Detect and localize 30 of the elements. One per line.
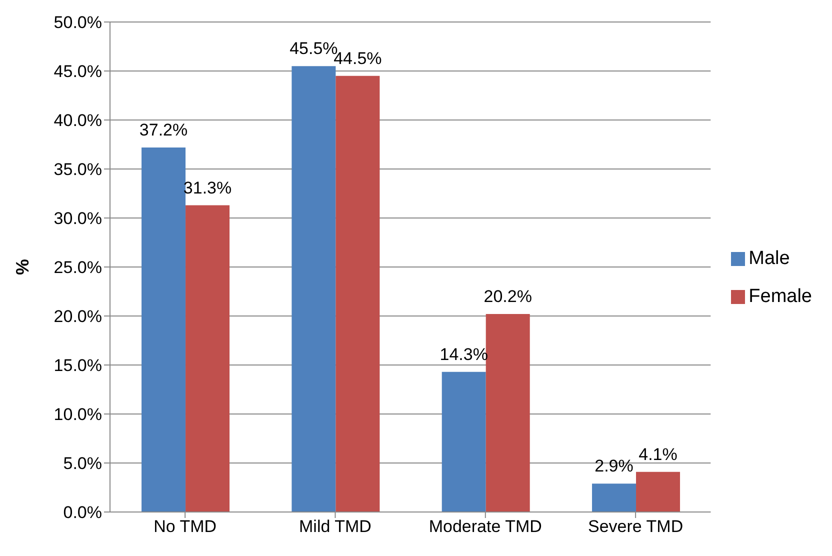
y-tick-label: 15.0% [54,356,102,376]
bar [442,372,486,512]
data-label: 20.2% [484,287,532,306]
y-axis-title: % [12,258,32,276]
x-tick-label: Moderate TMD [428,517,542,536]
y-tick-label: 30.0% [54,209,102,228]
data-label: 2.9% [594,456,634,476]
x-tick-label: Mild TMD [299,517,372,536]
y-tick-label: 40.0% [54,111,102,130]
bar [336,76,380,512]
legend-label: Female [748,286,812,307]
y-tick-label: 5.0% [63,454,102,474]
y-tick-label: 50.0% [54,13,102,32]
bar [636,472,680,512]
bar [592,484,636,512]
bar [486,314,530,512]
y-tick-label: 20.0% [54,307,102,326]
y-tick-label: 0.0% [63,503,102,522]
data-label: 37.2% [139,120,188,140]
y-tick-label: 35.0% [54,160,102,180]
data-label: 4.1% [638,444,678,464]
x-tick-label: No TMD [154,517,217,536]
bar [142,147,186,512]
legend-label: Male [748,248,790,269]
y-tick-label: 10.0% [54,405,102,424]
y-tick-label: 45.0% [54,62,102,82]
bar [292,66,336,512]
y-tick-label: 25.0% [54,258,102,278]
x-tick-label: Severe TMD [588,517,684,536]
bar [186,205,230,512]
